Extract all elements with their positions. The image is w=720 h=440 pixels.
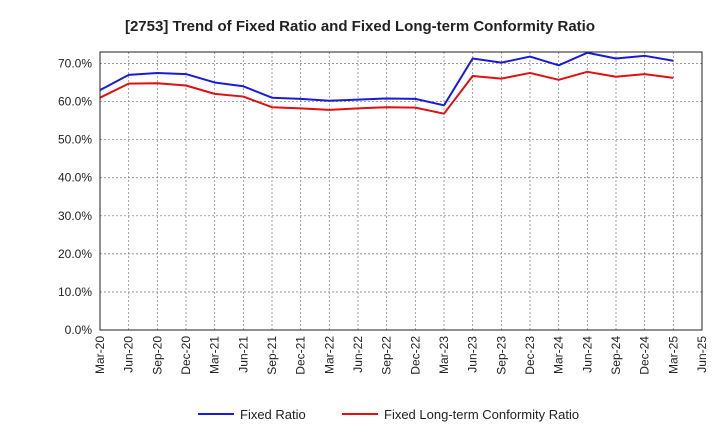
series-layer [99,51,674,115]
x-tick-label: Dec-20 [179,336,193,375]
y-tick-label: 70.0% [58,56,92,70]
x-tick-label: Sep-22 [380,336,394,375]
legend-label: Fixed Long-term Conformity Ratio [384,407,579,422]
x-tick-label: Dec-23 [523,336,537,375]
y-tick-label: 10.0% [58,285,92,299]
x-tick-label: Mar-23 [437,336,451,374]
y-tick-label: 0.0% [65,323,93,337]
y-tick-label: 40.0% [58,171,92,185]
x-tick-label: Sep-24 [609,336,623,375]
y-tick-label: 60.0% [58,95,92,109]
x-tick-label: Jun-21 [236,336,250,373]
x-axis-ticks: Mar-20 Jun-20 Sep-20 Dec-20 Mar-21 Jun-21 Sep-… [93,336,709,375]
x-tick-label: Mar-25 [666,336,680,374]
series-line-fixed-ratio [99,51,674,107]
grid-lines [100,52,702,331]
x-tick-label: Sep-21 [265,336,279,375]
x-tick-label: Sep-23 [494,336,508,375]
y-axis-ticks: 0.0% 10.0% 20.0% 30.0% 40.0% 50.0% 60.0% 70.0% [58,56,92,337]
chart-title: [2753] Trend of Fixed Ratio and Fixed Lo… [125,18,595,35]
y-tick-label: 50.0% [58,133,92,147]
x-tick-label: Jun-20 [122,336,136,373]
legend: Fixed Ratio Fixed Long-term Conformity Ra… [198,407,579,422]
y-tick-label: 30.0% [58,209,92,223]
x-tick-label: Mar-20 [93,336,107,374]
x-tick-label: Dec-24 [638,336,652,375]
x-tick-label: Jun-25 [695,336,709,373]
x-tick-label: Jun-23 [466,336,480,373]
x-tick-label: Sep-20 [150,336,164,375]
y-tick-label: 20.0% [58,247,92,261]
series-line-fixed-long-term-conformity-ratio [99,70,674,115]
x-tick-label: Dec-22 [408,336,422,375]
legend-label: Fixed Ratio [240,407,306,422]
x-tick-label: Mar-22 [322,336,336,374]
x-tick-label: Jun-22 [351,336,365,373]
x-tick-label: Mar-21 [208,336,222,374]
x-tick-label: Mar-24 [552,336,566,374]
x-tick-label: Jun-24 [580,336,594,373]
plot-frame [99,51,703,331]
x-tick-label: Dec-21 [294,336,308,375]
